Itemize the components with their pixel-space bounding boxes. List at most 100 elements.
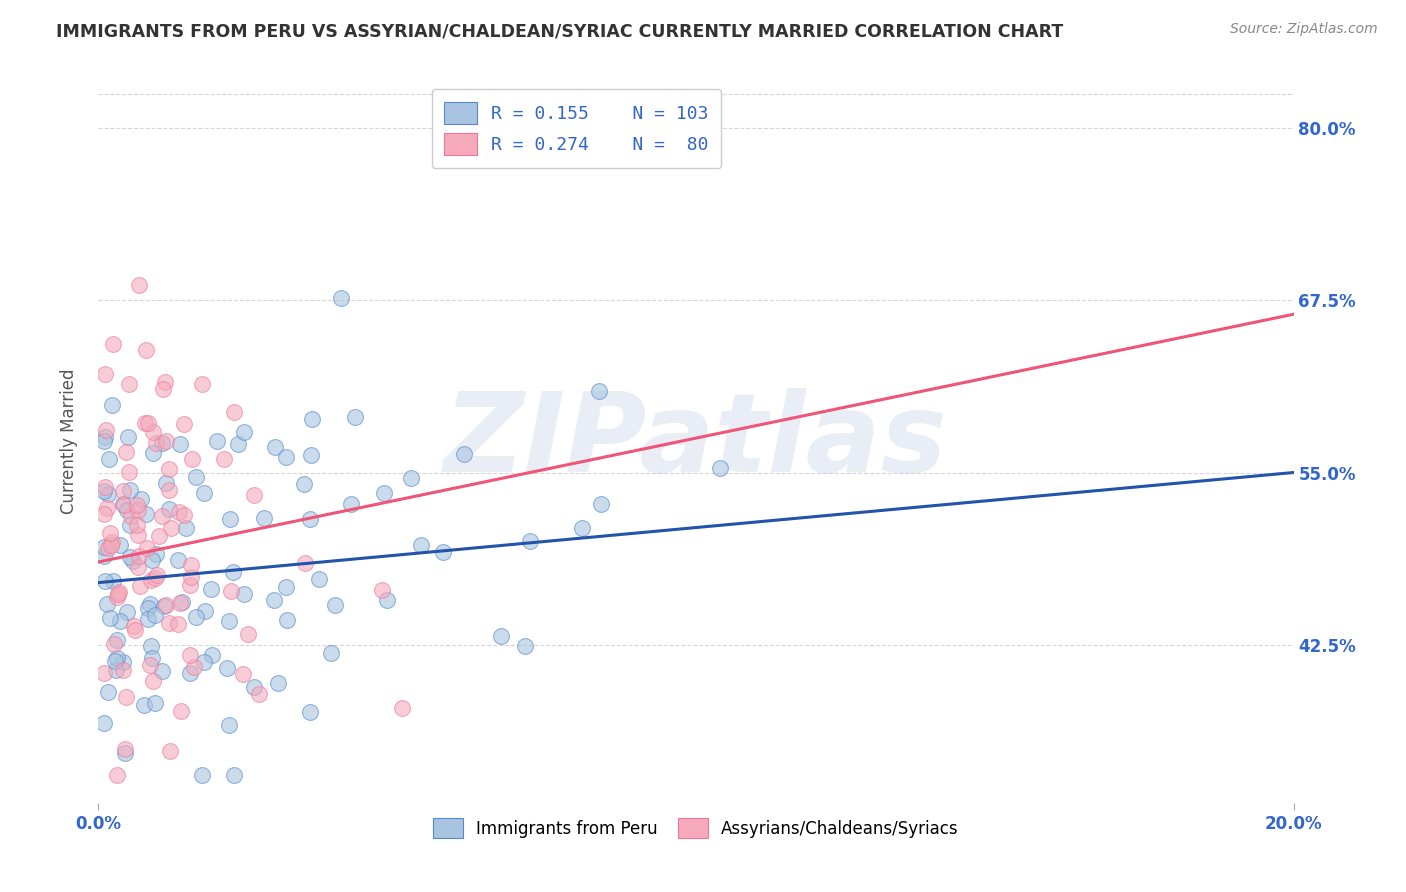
Point: [219, 512, 242, 526]
Point: [170, 595, 193, 609]
Point: [329, 291, 352, 305]
Point: [513, 639, 536, 653]
Point: [97, 685, 120, 699]
Point: [105, 651, 128, 665]
Point: [127, 502, 149, 516]
Point: [117, 377, 139, 392]
Point: [173, 417, 195, 432]
Point: [93, 434, 115, 449]
Point: [135, 507, 157, 521]
Point: [115, 690, 138, 704]
Point: [373, 485, 395, 500]
Point: [108, 538, 131, 552]
Point: [200, 582, 222, 596]
Point: [274, 450, 297, 464]
Point: [114, 741, 136, 756]
Point: [294, 556, 316, 570]
Point: [111, 655, 134, 669]
Point: [128, 579, 150, 593]
Point: [93, 507, 115, 521]
Point: [138, 417, 160, 431]
Point: [201, 648, 224, 662]
Point: [138, 657, 160, 672]
Point: [371, 582, 394, 597]
Point: [150, 664, 173, 678]
Point: [236, 627, 259, 641]
Point: [519, 533, 541, 548]
Point: [179, 577, 201, 591]
Point: [218, 718, 240, 732]
Point: [391, 701, 413, 715]
Point: [136, 612, 159, 626]
Point: [264, 440, 287, 454]
Point: [100, 538, 122, 552]
Point: [232, 666, 254, 681]
Point: [94, 423, 117, 437]
Point: [136, 601, 159, 615]
Point: [253, 511, 276, 525]
Point: [217, 661, 239, 675]
Point: [228, 437, 250, 451]
Point: [128, 278, 150, 293]
Point: [169, 436, 191, 450]
Point: [96, 597, 118, 611]
Point: [152, 382, 174, 396]
Point: [489, 629, 512, 643]
Point: [96, 501, 118, 516]
Point: [93, 484, 115, 499]
Point: [117, 430, 139, 444]
Point: [98, 526, 121, 541]
Point: [340, 497, 363, 511]
Point: [143, 571, 166, 585]
Point: [139, 639, 162, 653]
Point: [108, 585, 131, 599]
Point: [179, 665, 201, 680]
Point: [233, 425, 256, 440]
Point: [120, 509, 142, 524]
Point: [105, 768, 128, 782]
Point: [181, 452, 204, 467]
Point: [117, 465, 139, 479]
Point: [155, 476, 177, 491]
Y-axis label: Currently Married: Currently Married: [59, 368, 77, 515]
Point: [157, 616, 180, 631]
Point: [153, 599, 176, 614]
Point: [98, 451, 121, 466]
Point: [155, 434, 177, 449]
Point: [180, 570, 202, 584]
Point: [221, 565, 243, 579]
Point: [274, 580, 297, 594]
Point: [453, 447, 475, 461]
Point: [108, 614, 131, 628]
Point: [127, 528, 149, 542]
Point: [179, 648, 201, 662]
Point: [308, 573, 330, 587]
Point: [93, 540, 115, 554]
Point: [117, 503, 139, 517]
Point: [571, 520, 593, 534]
Point: [100, 398, 122, 412]
Point: [157, 502, 180, 516]
Point: [153, 375, 176, 389]
Point: [401, 471, 423, 485]
Point: [166, 616, 188, 631]
Point: [141, 552, 163, 566]
Point: [169, 596, 191, 610]
Point: [150, 435, 173, 450]
Point: [193, 656, 215, 670]
Point: [145, 567, 167, 582]
Point: [121, 554, 143, 568]
Legend: Immigrants from Peru, Assyrians/Chaldeans/Syriacs: Immigrants from Peru, Assyrians/Chaldean…: [426, 812, 966, 845]
Text: Source: ZipAtlas.com: Source: ZipAtlas.com: [1230, 22, 1378, 37]
Point: [191, 376, 214, 391]
Point: [183, 660, 205, 674]
Point: [120, 518, 142, 533]
Point: [159, 521, 181, 535]
Point: [266, 675, 288, 690]
Point: [132, 698, 155, 712]
Point: [114, 444, 136, 458]
Point: [193, 486, 215, 500]
Point: [135, 343, 157, 357]
Point: [157, 462, 180, 476]
Point: [107, 587, 129, 601]
